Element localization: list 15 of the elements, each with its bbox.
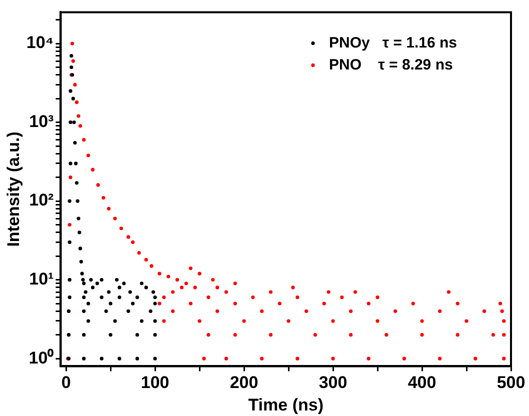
y-tick-label: 10³ (29, 112, 54, 131)
y-tick-label: 10⁰ (28, 348, 54, 368)
y-tick-label: 10⁴ (26, 33, 54, 52)
x-axis-title: Time (ns) (248, 395, 324, 414)
y-tick-label: 10² (29, 190, 54, 210)
y-axis-title: Intensity (a.u.) (4, 132, 23, 247)
x-tick-label: 0 (61, 373, 71, 392)
legend-label: PNO τ = 8.29 ns (328, 56, 453, 74)
x-tick-label: 400 (408, 373, 436, 392)
x-tick-label: 500 (496, 373, 526, 392)
x-tick-label: 300 (318, 373, 348, 392)
x-tick-label: 200 (230, 373, 258, 392)
legend-label: PNOy τ = 1.16 ns (328, 34, 458, 52)
x-tick-label: 100 (140, 373, 170, 392)
y-tick-label: 10¹ (29, 270, 54, 288)
